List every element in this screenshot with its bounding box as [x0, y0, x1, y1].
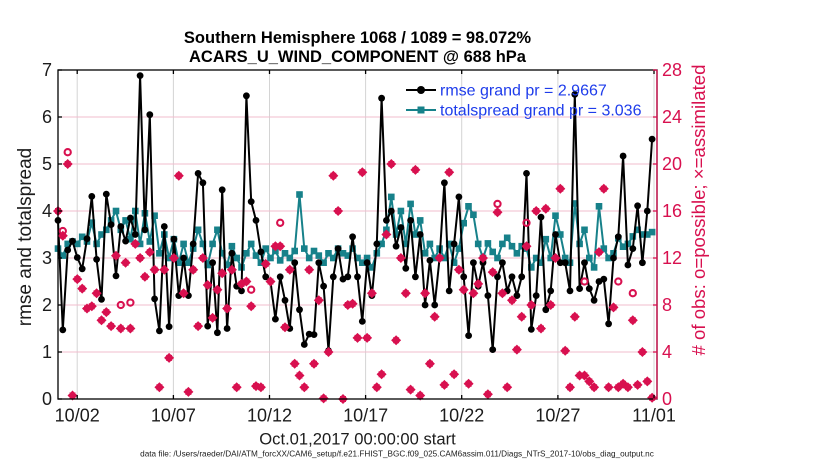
svg-text:# of obs: o=possible; ×=assimi: # of obs: o=possible; ×=assimilated	[688, 65, 709, 356]
svg-text:24: 24	[662, 107, 682, 127]
svg-text:10/27: 10/27	[535, 406, 580, 426]
svg-text:11/01: 11/01	[632, 406, 676, 426]
svg-text:4: 4	[42, 201, 52, 221]
svg-text:totalspread grand pr = 3.036: totalspread grand pr = 3.036	[440, 103, 642, 120]
svg-text:data file: /Users/raeder/DAI/A: data file: /Users/raeder/DAI/ATM_forcXX/…	[140, 450, 654, 459]
svg-text:rmse and totalspread: rmse and totalspread	[15, 148, 36, 327]
svg-text:0: 0	[42, 389, 52, 409]
svg-text:5: 5	[42, 154, 52, 174]
svg-text:10/22: 10/22	[439, 406, 484, 426]
svg-text:3: 3	[42, 248, 52, 268]
svg-text:10/07: 10/07	[151, 406, 196, 426]
svg-text:Oct.01,2017 00:00:00 start: Oct.01,2017 00:00:00 start	[259, 430, 456, 449]
svg-text:10/12: 10/12	[247, 406, 292, 426]
svg-text:4: 4	[662, 342, 672, 362]
svg-text:2: 2	[42, 295, 52, 315]
svg-text:8: 8	[662, 295, 672, 315]
svg-text:16: 16	[662, 201, 682, 221]
svg-text:1: 1	[42, 342, 52, 362]
svg-text:12: 12	[662, 248, 682, 268]
svg-text:6: 6	[42, 107, 52, 127]
svg-text:10/17: 10/17	[343, 406, 388, 426]
svg-text:20: 20	[662, 154, 682, 174]
svg-text:7: 7	[42, 60, 52, 80]
svg-text:rmse grand pr = 2.9667: rmse grand pr = 2.9667	[440, 83, 607, 100]
svg-text:ACARS_U_WIND_COMPONENT @ 688 h: ACARS_U_WIND_COMPONENT @ 688 hPa	[189, 48, 527, 66]
svg-text:Southern Hemisphere 1068 / 108: Southern Hemisphere 1068 / 1089 = 98.072…	[184, 29, 531, 47]
svg-text:10/02: 10/02	[55, 406, 100, 426]
svg-text:0: 0	[662, 389, 672, 409]
svg-text:28: 28	[662, 60, 682, 80]
